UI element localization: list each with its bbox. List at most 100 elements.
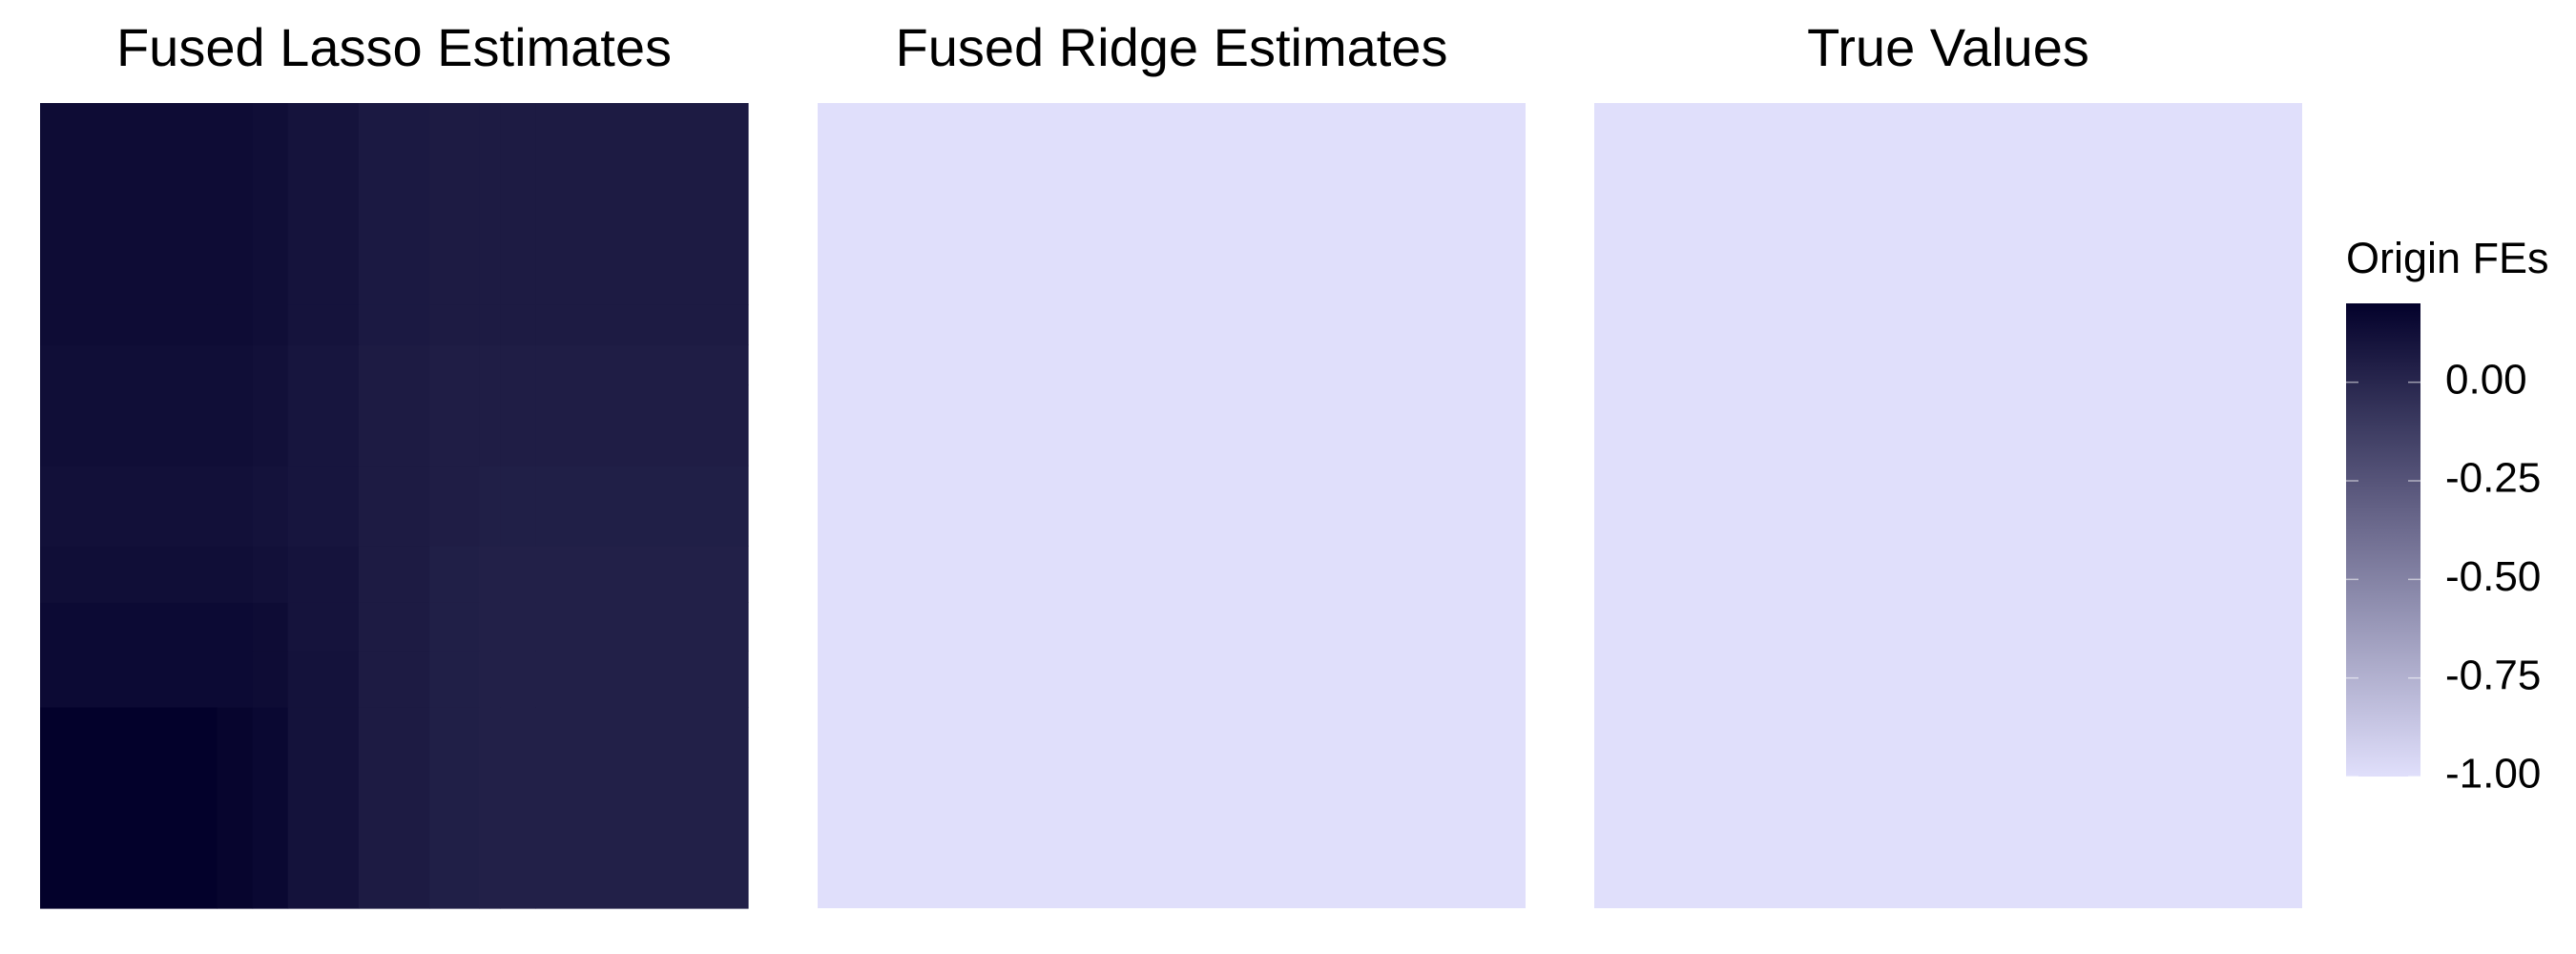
heatmap-cell	[287, 650, 360, 708]
heatmap-cell	[535, 650, 749, 708]
heatmap-cell	[535, 103, 749, 305]
heatmap-cell	[358, 465, 430, 547]
heatmap-cell	[535, 304, 749, 345]
heatmap-cell	[252, 304, 289, 345]
heatmap-cell	[500, 546, 536, 603]
heatmap-cell	[479, 304, 501, 345]
heatmap-cell	[535, 546, 749, 603]
heatmap-cell	[217, 344, 254, 385]
heatmap-cell	[535, 465, 749, 547]
heatmap-cell	[479, 546, 501, 603]
heatmap-cell	[429, 304, 480, 345]
heatmap-cell	[217, 707, 254, 909]
heatmap-cell	[429, 344, 480, 385]
heatmap-cell	[429, 103, 480, 305]
heatmap-cell	[217, 650, 254, 708]
heatmap-cell	[40, 103, 218, 305]
heatmap-cell	[287, 384, 360, 467]
heatmap-cell	[358, 707, 430, 909]
heatmap-cell	[358, 650, 430, 708]
heatmap-cell	[500, 650, 536, 708]
heatmap-cell	[500, 465, 536, 547]
panel-title: Fused Lasso Estimates	[116, 17, 672, 77]
heatmap-cell	[40, 707, 218, 909]
heatmap-cell	[217, 304, 254, 345]
heatmap-cell	[217, 602, 254, 652]
heatmap-cell	[252, 103, 289, 305]
heatmap-cell	[479, 344, 501, 385]
heatmap-cell	[535, 707, 749, 909]
heatmap-cell	[429, 546, 480, 603]
heatmap-cell	[40, 602, 218, 652]
heatmap-panel: Fused Ridge Estimates	[818, 17, 1526, 908]
heatmap-cell	[535, 602, 749, 652]
heatmap-cell	[287, 707, 360, 909]
heatmap-cell	[429, 650, 480, 708]
heatmap-cell	[500, 707, 536, 909]
heatmap-cell	[358, 304, 430, 345]
heatmap-cell	[287, 546, 360, 603]
legend-tick-label: 0.00	[2445, 356, 2527, 403]
heatmap-cell	[500, 103, 536, 305]
heatmap-cell	[358, 602, 430, 652]
color-legend: Origin FEs 0.00 -0.25 -0.50 -0.75 -1.00	[2346, 234, 2549, 798]
heatmap-cell	[358, 546, 430, 603]
heatmap-cell	[500, 304, 536, 345]
heatmap-cell	[429, 465, 480, 547]
heatmap-cell	[287, 602, 360, 652]
heatmap-cell	[217, 384, 254, 467]
heatmap-cell	[40, 344, 218, 385]
heatmap-cell	[287, 465, 360, 547]
heatmap-cell	[429, 707, 480, 909]
heatmap-cell	[358, 384, 430, 467]
heatmap-cell	[40, 304, 218, 345]
heatmap-cell	[40, 384, 218, 467]
heatmap-cell	[479, 707, 501, 909]
heatmap-cell	[217, 465, 254, 547]
legend-title: Origin FEs	[2346, 234, 2549, 282]
heatmap-cell	[535, 384, 749, 467]
panel-title: True Values	[1807, 17, 2089, 77]
heatmap-cell	[252, 465, 289, 547]
heatmap-cell	[479, 602, 501, 652]
legend-tick-label: -0.25	[2445, 455, 2541, 502]
heatmap-cell	[40, 465, 218, 547]
heatmap-panel: True Values	[1594, 17, 2302, 908]
heatmap-cell	[535, 344, 749, 385]
heatmap-panel: Fused Lasso Estimates	[40, 17, 749, 909]
heatmap-cell	[479, 650, 501, 708]
heatmap-cell	[287, 103, 360, 305]
heatmap-panels: Fused Lasso Estimates Fused Ridge Estimat…	[40, 17, 2302, 909]
heatmap-cell	[40, 546, 218, 603]
legend-tick-label: -0.50	[2445, 553, 2541, 600]
panel-title: Fused Ridge Estimates	[896, 17, 1448, 77]
heatmap-cell	[1594, 103, 2302, 908]
heatmap-cell	[500, 384, 536, 467]
heatmap-cell	[358, 344, 430, 385]
heatmap-cell	[252, 546, 289, 603]
heatmap-cell	[500, 602, 536, 652]
heatmap-cell	[287, 344, 360, 385]
legend-tick-label: -0.75	[2445, 652, 2541, 698]
heatmap-cell	[287, 304, 360, 345]
heatmap-cell	[429, 384, 480, 467]
heatmap-cell	[429, 602, 480, 652]
heatmap-cell	[217, 103, 254, 305]
legend-tick-label: -1.00	[2445, 751, 2541, 798]
heatmap-cell	[252, 707, 289, 909]
heatmap-cell	[479, 465, 501, 547]
heatmap-cell	[479, 384, 501, 467]
heatmap-cell	[500, 344, 536, 385]
heatmap-cell	[358, 103, 430, 305]
heatmap-cell	[252, 650, 289, 708]
legend-color-bar	[2346, 303, 2420, 777]
heatmap-cell	[818, 103, 1526, 908]
heatmap-cell	[40, 650, 218, 708]
heatmap-cell	[479, 103, 501, 305]
heatmap-cell	[252, 384, 289, 467]
heatmap-cell	[217, 546, 254, 603]
heatmap-cell	[252, 602, 289, 652]
heatmap-cell	[252, 344, 289, 385]
legend-ticks: 0.00 -0.25 -0.50 -0.75 -1.00	[2346, 356, 2541, 798]
